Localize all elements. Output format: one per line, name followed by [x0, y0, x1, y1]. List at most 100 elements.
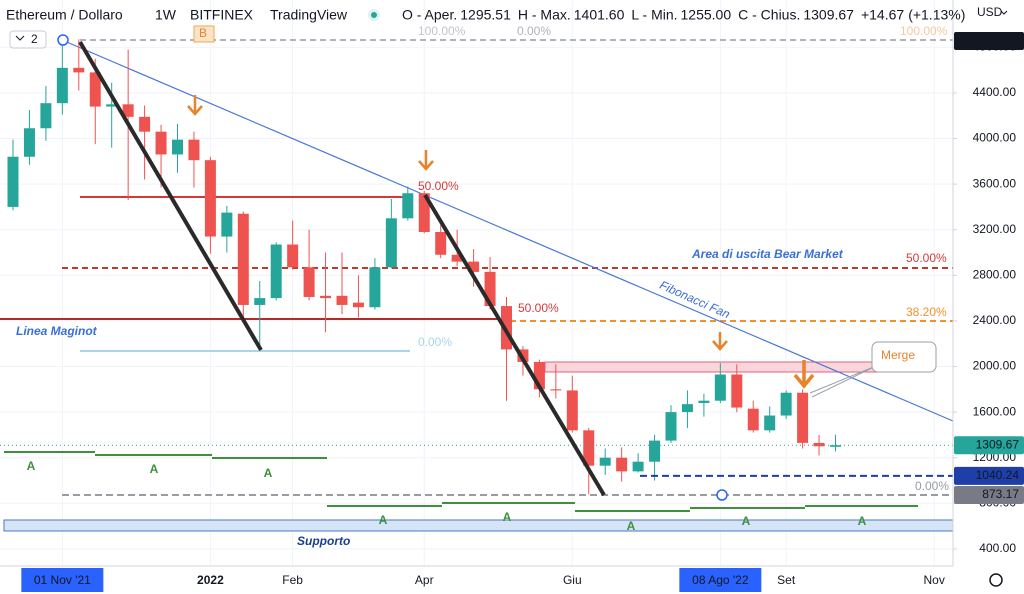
- annotation: Supporto: [297, 534, 350, 548]
- candle-body: [665, 412, 677, 441]
- overlay-drawings: [9, 25, 937, 501]
- y-tick-label: 4000.00: [973, 131, 1017, 145]
- ohlc-value: 1401.60: [574, 7, 625, 23]
- candle-body: [369, 267, 381, 308]
- candle-body: [649, 440, 661, 462]
- candle-body: [270, 244, 282, 299]
- candle-body: [632, 461, 644, 472]
- price-label: 1309.67: [976, 437, 1020, 451]
- arrows: [187, 95, 815, 389]
- wave-label: A: [150, 462, 159, 476]
- candle-body: [122, 104, 134, 117]
- candle-body: [221, 212, 233, 237]
- annotation: Merge: [881, 348, 915, 362]
- candle-body: [172, 139, 183, 155]
- candle-body: [698, 400, 710, 403]
- candle-body: [89, 72, 101, 107]
- candle-body: [204, 160, 216, 237]
- wave-label: A: [27, 459, 36, 473]
- candle-body: [106, 104, 118, 107]
- y-tick-label: 4400.00: [973, 85, 1017, 99]
- annotation: B: [199, 26, 207, 40]
- candle-body: [155, 131, 167, 155]
- candle-body: [533, 361, 545, 390]
- exchange: BITFINEX: [190, 7, 254, 23]
- x-tick-label: 01 Nov '21: [34, 573, 91, 587]
- candle-body: [237, 213, 249, 305]
- annotation: 50.00%: [418, 179, 459, 193]
- y-tick-label: 2800.00: [973, 267, 1017, 281]
- candle-body: [402, 193, 414, 219]
- x-tick-label: Set: [777, 573, 796, 587]
- support-zone: [3, 519, 954, 532]
- candle-body: [418, 193, 430, 232]
- x-tick-label: Giu: [563, 573, 582, 587]
- trendline: [423, 193, 606, 497]
- candle-body: [747, 408, 759, 431]
- annotation: 50.00%: [906, 251, 947, 265]
- wave-label: A: [379, 513, 388, 527]
- price-label-box: [954, 32, 1024, 51]
- ohlc-value: 1295.51: [460, 7, 511, 23]
- price-label: 4855.25: [976, 33, 1020, 47]
- settings-icon[interactable]: [989, 573, 1003, 587]
- wave-label: A: [858, 514, 867, 528]
- currency[interactable]: USD: [977, 5, 1003, 19]
- header: Ethereum / Dollaro 1W BITFINEX TradingVi…: [6, 5, 1008, 587]
- annotation: 0.00%: [517, 24, 551, 38]
- ohlc-key: L - Min.: [631, 7, 677, 23]
- currency-chevron: [1000, 10, 1008, 15]
- x-crosshair-box: [679, 568, 762, 592]
- anchor-point: [57, 34, 69, 46]
- candle-body: [484, 271, 496, 307]
- candles: [0, 39, 953, 496]
- candle-body: [681, 404, 693, 413]
- change-pct: (+1.13%): [908, 7, 965, 23]
- interval: 1W: [155, 7, 177, 23]
- candle-body: [139, 116, 151, 132]
- annotation: 2: [31, 32, 38, 46]
- y-tick-label: 3600.00: [973, 176, 1017, 190]
- candle-body: [616, 457, 628, 472]
- x-tick-label: 08 Ago '22: [692, 573, 749, 587]
- ohlc-key: H - Max.: [518, 7, 571, 23]
- axes: 400.00800.001200.001600.002000.002400.00…: [21, 32, 1024, 592]
- candle-body: [550, 389, 562, 391]
- candle-body: [56, 67, 68, 104]
- candle-body: [287, 244, 299, 268]
- x-tick-label: Nov: [924, 573, 945, 587]
- x-crosshair-box: [21, 568, 104, 592]
- candle-body: [468, 261, 480, 272]
- x-tick-label: Feb: [282, 573, 303, 587]
- price-label: 1040.24: [976, 468, 1020, 482]
- price-label-box: [954, 436, 1024, 455]
- candle-body: [797, 392, 809, 443]
- symbol-title: Ethereum / Dollaro: [6, 7, 123, 23]
- candle-body: [188, 139, 200, 161]
- annotation: Linea Maginot: [16, 324, 98, 338]
- candle-body: [714, 374, 726, 401]
- candle-body: [583, 430, 595, 466]
- annotation: 100.00%: [900, 24, 948, 38]
- b-box: [193, 25, 215, 43]
- candle-body: [813, 442, 825, 447]
- candle-body: [780, 392, 792, 416]
- y-tick-label: 400.00: [979, 541, 1016, 555]
- wave-label: A: [503, 510, 512, 524]
- brand: TradingView: [270, 7, 348, 23]
- grid: [0, 0, 953, 566]
- candle-body: [320, 295, 332, 299]
- ohlc-key: C - Chius.: [738, 7, 800, 23]
- candle-body: [40, 103, 52, 129]
- candle-body: [830, 445, 841, 447]
- ohlc-key: O - Aper.: [402, 7, 457, 23]
- candle-body: [23, 128, 35, 157]
- merge-box: [871, 341, 937, 373]
- candle-body: [303, 267, 315, 297]
- chevron: [15, 35, 25, 41]
- wave-label: A: [264, 466, 273, 480]
- candle-body: [731, 374, 743, 408]
- candle-body: [451, 254, 463, 262]
- wave-label: A: [627, 519, 636, 533]
